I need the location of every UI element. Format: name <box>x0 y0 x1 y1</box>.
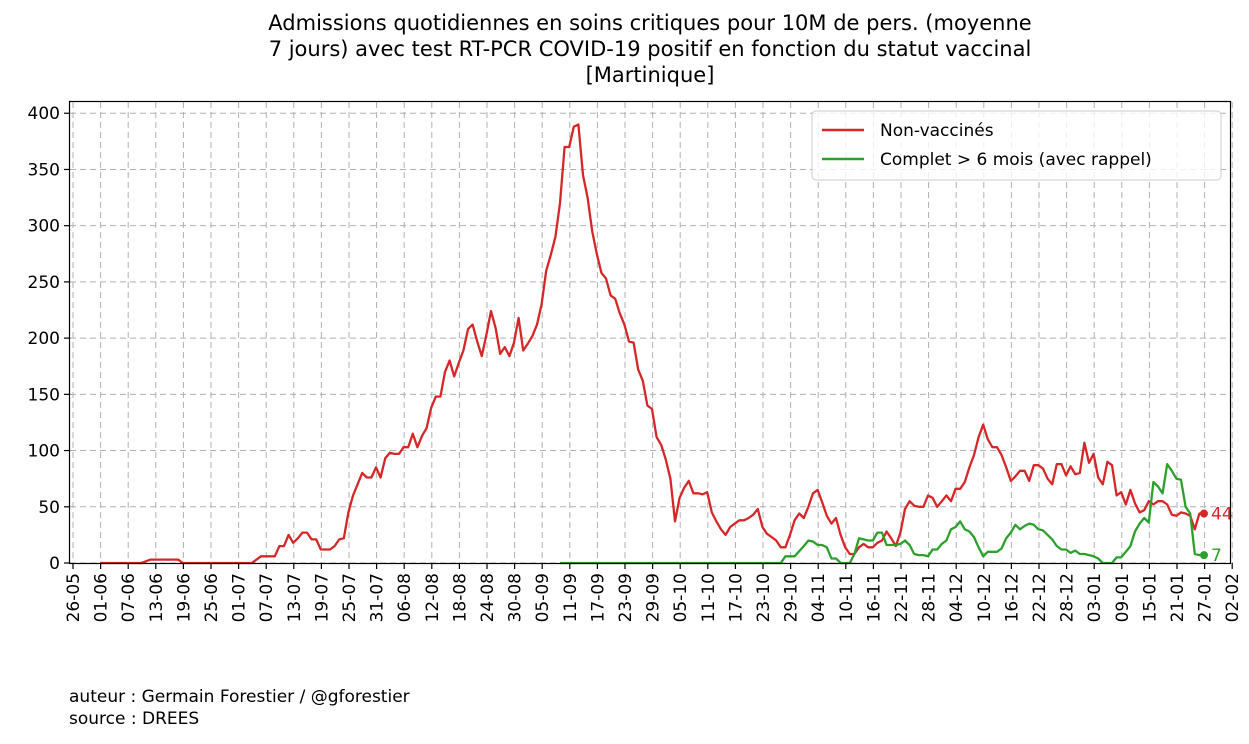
x-tick-label: 03-01 <box>1085 573 1105 622</box>
x-tick-label: 01-06 <box>92 573 112 622</box>
legend-label-non-vaccines: Non-vaccinés <box>880 121 994 141</box>
y-tick-label: 400 <box>28 104 60 124</box>
y-tick-label: 100 <box>28 442 60 462</box>
x-tick-label: 09-01 <box>1113 573 1133 622</box>
x-tick-label: 22-11 <box>892 573 912 622</box>
x-tick-label: 17-09 <box>588 573 608 622</box>
x-tick-label: 05-09 <box>533 573 553 622</box>
x-tick-label: 16-11 <box>864 573 884 622</box>
series-layer: 44 7 <box>100 123 1233 566</box>
x-tick-label: 22-12 <box>1030 573 1050 622</box>
x-tick-label: 23-10 <box>754 573 774 622</box>
series-end-label-1: 7 <box>1211 546 1222 566</box>
source-credit: source : DREES <box>69 709 200 729</box>
legend-label-complet: Complet > 6 mois (avec rappel) <box>880 150 1152 170</box>
y-tick-label: 200 <box>28 329 60 349</box>
series-line-1 <box>560 462 1204 565</box>
legend: Non-vaccinés Complet > 6 mois (avec rapp… <box>811 110 1222 181</box>
chart-title: Admissions quotidiennes en soins critiqu… <box>268 11 1032 87</box>
x-tick-label: 29-09 <box>644 573 664 622</box>
series-line-0 <box>100 123 1204 565</box>
y-tick-label: 50 <box>38 498 60 518</box>
x-tick-label: 31-07 <box>368 573 388 622</box>
x-tick-label: 10-12 <box>975 573 995 622</box>
x-tick-label: 07-06 <box>119 573 139 622</box>
x-tick-label: 28-12 <box>1058 573 1078 622</box>
series-end-label-0: 44 <box>1211 505 1233 525</box>
x-tick-label: 19-07 <box>312 573 332 622</box>
x-tick-label: 01-07 <box>230 573 250 622</box>
x-tick-label: 26-05 <box>64 573 84 622</box>
series-end-marker-0 <box>1200 509 1208 518</box>
x-tick-label: 28-11 <box>920 573 940 622</box>
x-tick-label: 13-07 <box>285 573 305 622</box>
y-tick-label: 350 <box>28 160 60 180</box>
y-tick-label: 150 <box>28 385 60 405</box>
x-tick-label: 19-06 <box>174 573 194 622</box>
x-tick-label: 06-08 <box>395 573 415 622</box>
legend-box <box>811 110 1222 181</box>
x-tick-label: 11-09 <box>561 573 581 622</box>
x-tick-label: 10-11 <box>837 573 857 622</box>
x-tick-label: 11-10 <box>699 573 719 622</box>
x-tick-label: 17-10 <box>726 573 746 622</box>
y-tick-label: 0 <box>49 554 60 574</box>
series-end-marker-1 <box>1200 551 1208 560</box>
y-tick-label: 300 <box>28 217 60 237</box>
axis-layer: 0 50 100 150 200 250 300 350 400 26-05 01-06 07-06 1… <box>28 104 1244 622</box>
x-tick-label: 02-02 <box>1223 573 1243 622</box>
x-tick-label: 04-12 <box>947 573 967 622</box>
x-tick-label: 27-01 <box>1196 573 1216 622</box>
x-tick-label: 29-10 <box>782 573 802 622</box>
x-tick-label: 21-01 <box>1168 573 1188 622</box>
x-tick-label: 15-01 <box>1140 573 1160 622</box>
x-tick-label: 04-11 <box>809 573 829 622</box>
plot-frame <box>68 100 1232 565</box>
x-tick-label: 16-12 <box>1002 573 1022 622</box>
x-tick-label: 23-09 <box>616 573 636 622</box>
y-tick-label: 250 <box>28 273 60 293</box>
x-tick-label: 18-08 <box>450 573 470 622</box>
author-credit: auteur : Germain Forestier / @gforestier <box>69 687 410 707</box>
x-tick-label: 05-10 <box>671 573 691 622</box>
credits: auteur : Germain Forestier / @gforestier… <box>69 686 410 730</box>
x-tick-label: 24-08 <box>478 573 498 622</box>
x-tick-label: 30-08 <box>506 573 526 622</box>
x-tick-label: 13-06 <box>147 573 167 622</box>
x-tick-label: 25-07 <box>340 573 360 622</box>
x-tick-label: 07-07 <box>257 573 277 622</box>
x-tick-label: 12-08 <box>423 573 443 622</box>
x-tick-label: 25-06 <box>202 573 222 622</box>
